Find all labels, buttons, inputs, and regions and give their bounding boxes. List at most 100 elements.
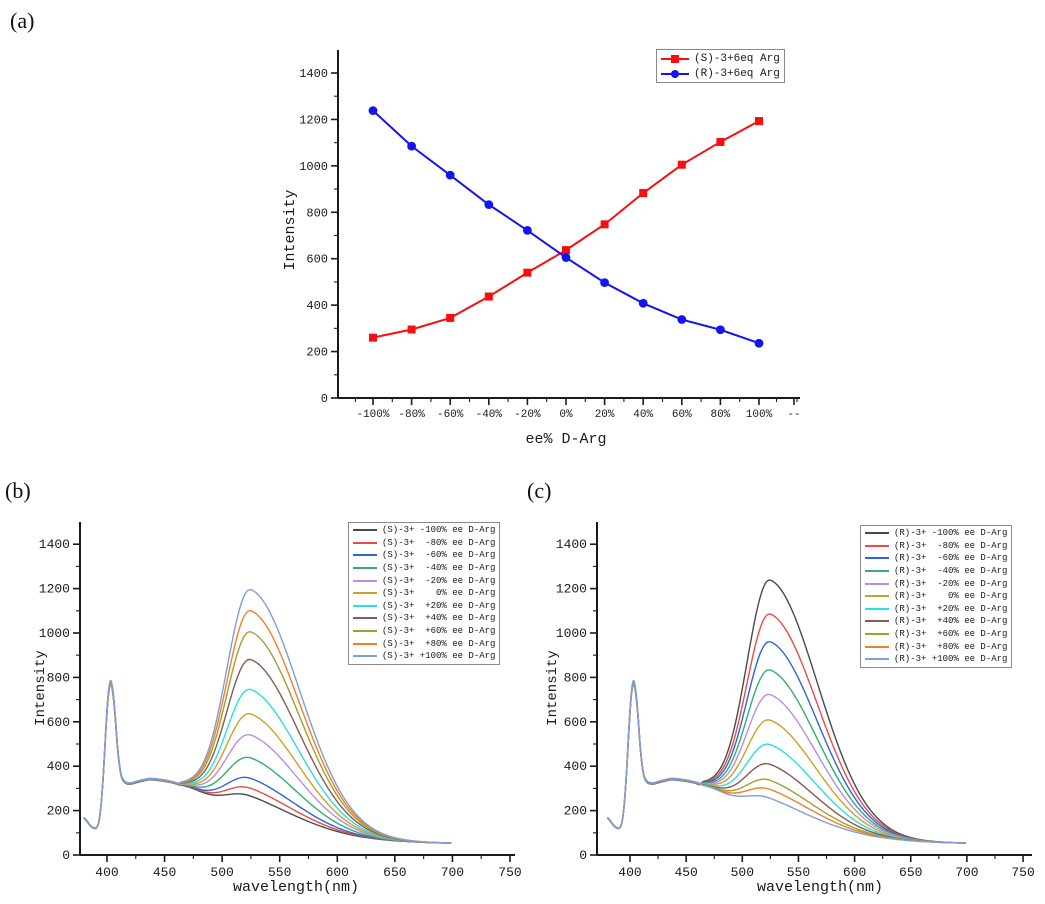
legend-line-icon xyxy=(353,617,377,620)
legend-swatch-icon xyxy=(353,525,377,535)
panel-a-y-axis-title: Intensity xyxy=(282,189,299,270)
legend-line-icon xyxy=(865,595,889,598)
legend-swatch-icon xyxy=(353,550,377,560)
legend-swatch-icon xyxy=(865,591,889,601)
legend-line-icon xyxy=(865,607,889,610)
data-point-circle xyxy=(407,141,416,151)
legend-line-icon xyxy=(865,532,889,535)
legend-label: (S)-3+6eq Arg xyxy=(694,52,780,65)
legend-label: (R)-3+ -80% ee D-Arg xyxy=(894,540,1008,551)
legend-line-icon xyxy=(353,604,377,607)
legend-line-icon xyxy=(353,630,377,633)
x-tick-label: 750 xyxy=(498,865,521,880)
data-point-square xyxy=(716,137,725,146)
spectrum-curve-10 xyxy=(83,588,452,844)
legend-swatch-icon xyxy=(865,604,889,614)
legend-line-icon xyxy=(865,544,889,547)
legend-line-icon xyxy=(865,620,889,623)
y-tick-label: 600 xyxy=(564,715,587,730)
legend-entry: (S)-3+6eq Arg xyxy=(661,51,780,66)
y-tick-label: 600 xyxy=(306,253,328,267)
x-tick-label: 450 xyxy=(674,865,697,880)
legend-swatch-icon xyxy=(865,541,889,551)
y-tick-label: 800 xyxy=(306,206,328,220)
legend-line-icon xyxy=(865,582,889,585)
data-point-square xyxy=(600,220,609,229)
x-tick-label: 550 xyxy=(787,865,810,880)
series-line-s xyxy=(372,120,760,339)
data-point-circle xyxy=(368,106,378,116)
spectrum-curve-4 xyxy=(607,681,966,844)
data-point-circle xyxy=(445,170,455,180)
legend-entry: (R)-3+ -80% ee D-Arg xyxy=(865,540,1007,553)
y-tick-label: 400 xyxy=(47,759,70,774)
legend-line-icon xyxy=(353,567,377,570)
legend-entry: (S)-3+ 0% ee D-Arg xyxy=(353,587,495,600)
legend-square-marker-icon xyxy=(671,54,679,63)
x-tick-label: 700 xyxy=(955,865,978,880)
legend-entry: (S)-3+ +60% ee D-Arg xyxy=(353,625,495,638)
legend-entry: (S)-3+ -60% ee D-Arg xyxy=(353,549,495,562)
data-point-circle xyxy=(754,338,764,348)
x-tick-label: 400 xyxy=(618,865,641,880)
spectrum-curve-2 xyxy=(83,682,452,844)
spectrum-curve-1 xyxy=(83,682,452,844)
x-tick-label: 100% xyxy=(746,409,773,421)
legend-label: (R)-3+6eq Arg xyxy=(694,67,780,80)
legend-swatch-icon xyxy=(865,528,889,538)
y-tick-label: 1000 xyxy=(299,160,328,174)
legend-label: (R)-3+ +100% ee D-Arg xyxy=(894,654,1008,665)
legend-label: (S)-3+ 0% ee D-Arg xyxy=(382,588,496,599)
legend-swatch-icon xyxy=(353,651,377,661)
panel-c-chart: 0 200 400 600 800 1000 1200 1400 400 450 500 550 600… xyxy=(545,522,1035,896)
x-tick-label: 700 xyxy=(441,865,464,880)
legend-swatch-icon xyxy=(865,579,889,589)
legend-label: (R)-3+ -40% ee D-Arg xyxy=(894,566,1008,577)
legend-entry: (R)-3+ +20% ee D-Arg xyxy=(865,603,1007,616)
legend-line-icon xyxy=(353,592,377,595)
x-tick-label: 80% xyxy=(710,409,730,421)
legend-line-icon xyxy=(353,554,377,557)
x-tick-label: 500 xyxy=(731,865,754,880)
legend-label: (S)-3+ +100% ee D-Arg xyxy=(382,651,496,662)
x-tick-label: 550 xyxy=(268,865,291,880)
legend-label: (S)-3+ +20% ee D-Arg xyxy=(382,600,496,611)
panel-a-tag: (a) xyxy=(10,8,35,33)
x-tick-label: -40% xyxy=(476,409,503,421)
panel-a-chart: 0 200 400 600 800 1000 1200 1400 -100% -80% -60% -4… xyxy=(282,50,801,448)
data-point-square xyxy=(407,325,416,334)
legend-label: (R)-3+ +60% ee D-Arg xyxy=(894,629,1008,640)
legend-line-icon xyxy=(353,529,377,532)
y-tick-label: 1200 xyxy=(556,582,587,597)
panel-c-x-axis-title: wavelength(nm) xyxy=(757,879,883,896)
data-point-square xyxy=(446,313,455,322)
legend-swatch-icon xyxy=(865,566,889,576)
y-tick-label: 200 xyxy=(564,804,587,819)
x-tick-label: 600 xyxy=(326,865,349,880)
y-tick-label: 600 xyxy=(47,715,70,730)
legend-label: (S)-3+ -100% ee D-Arg xyxy=(382,525,496,536)
panel-c-tag: (c) xyxy=(527,478,552,503)
legend-entry: (R)-3+ +100% ee D-Arg xyxy=(865,653,1007,666)
legend-label: (S)-3+ +40% ee D-Arg xyxy=(382,613,496,624)
y-tick-label: 200 xyxy=(47,804,70,819)
legend-line-icon xyxy=(865,658,889,661)
y-tick-label: 800 xyxy=(47,670,70,685)
x-tick-label: 500 xyxy=(210,865,233,880)
data-point-square xyxy=(639,189,648,198)
legend-swatch-icon xyxy=(353,626,377,636)
panel-a-legend: (S)-3+6eq Arg (R)-3+6eq Arg xyxy=(656,49,785,83)
legend-swatch-icon xyxy=(865,654,889,664)
legend-entry: (R)-3+ -60% ee D-Arg xyxy=(865,552,1007,565)
legend-entry: (S)-3+ -40% ee D-Arg xyxy=(353,562,495,575)
legend-swatch-icon xyxy=(865,553,889,563)
data-point-circle xyxy=(600,278,609,288)
legend-swatch-icon xyxy=(353,588,377,598)
y-tick-label: 400 xyxy=(564,759,587,774)
y-tick-label: 1400 xyxy=(556,537,587,552)
y-tick-label: 200 xyxy=(306,346,328,360)
legend-swatch-icon xyxy=(661,68,689,80)
x-tick-label: -80% xyxy=(398,409,425,421)
spectrum-curve-9 xyxy=(607,680,966,844)
